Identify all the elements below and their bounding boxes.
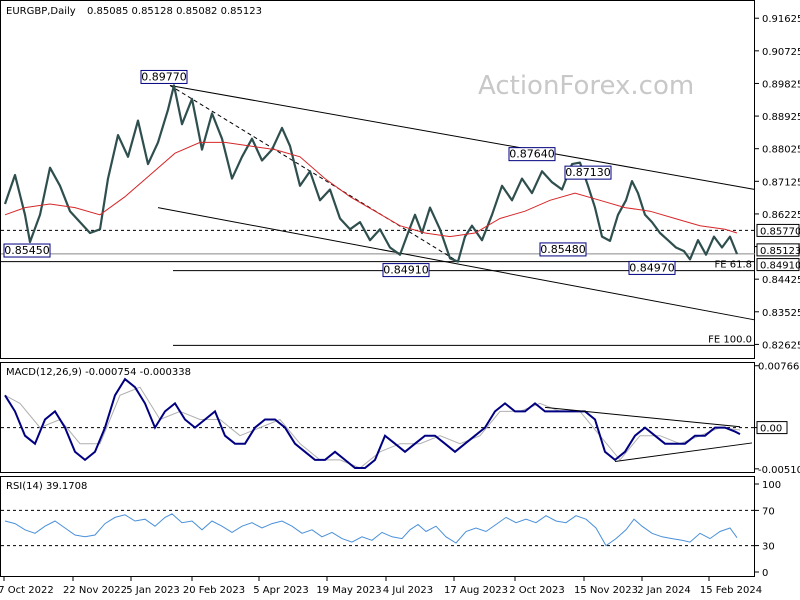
price-annotation-label: 0.89770	[141, 70, 187, 83]
x-tick-label: 5 Apr 2023	[253, 585, 308, 596]
price-annotation-label: 0.85450	[4, 244, 50, 257]
x-tick-label: 19 May 2023	[316, 585, 381, 596]
right-value-label: 0.85123	[760, 246, 800, 257]
rsi-y-tick-label: 70	[762, 506, 775, 517]
macd-panel	[0, 362, 755, 473]
watermark: ActionForex.com	[478, 71, 694, 101]
x-tick-label: 2 Jan 2024	[637, 585, 691, 596]
main-plot: 0.91625 0.90725 0.89825 0.88925 0.88025 0.871…	[1, 14, 800, 351]
x-tick-label: 2 Oct 2023	[509, 585, 564, 596]
price-annotation-label: 0.84970	[629, 261, 675, 274]
price-annotation-label: 0.87130	[565, 166, 611, 179]
y-tick-label: 0.83525	[762, 308, 800, 319]
macd-trendline-upper	[544, 406, 741, 428]
price-annotation-box	[628, 260, 676, 275]
x-tick-label: 17 Aug 2023	[444, 585, 508, 596]
x-axis: 7 Oct 2022 22 Nov 2022 5 Jan 2023 20 Feb 20…	[0, 577, 762, 596]
y-tick-label: 0.82625	[762, 340, 800, 351]
right-value-box	[756, 243, 800, 257]
price-annotation-box	[140, 69, 188, 84]
channel-lower-line	[157, 207, 756, 321]
y-tick-label: 0.87125	[762, 177, 800, 188]
rsi-plot: 100 70 30 0	[1, 480, 781, 579]
macd-y-tick-label: 0.007663	[758, 362, 800, 373]
y-tick-label: 0.90725	[762, 47, 800, 58]
main-panel	[0, 0, 755, 359]
y-tick-label: 0.91625	[762, 14, 800, 25]
x-tick-label: 15 Nov 2023	[574, 585, 638, 596]
right-value-box	[756, 223, 800, 237]
x-tick-label: 22 Nov 2022	[63, 585, 127, 596]
macd-value-label: 0.00	[760, 424, 782, 435]
moving-average-line	[4, 141, 738, 238]
y-tick-label: 0.88925	[762, 112, 800, 123]
price-series-line	[3, 84, 739, 263]
macd-value-box	[756, 421, 788, 435]
x-tick-label: 5 Jan 2023	[126, 585, 180, 596]
right-value-label: 0.84910	[760, 261, 800, 272]
rsi-y-tick-label: 30	[762, 542, 775, 553]
price-annotation-box	[382, 263, 430, 278]
right-value-box	[756, 258, 800, 272]
price-annotation-label: 0.87640	[509, 148, 555, 161]
rsi-y-tick-label: 100	[762, 480, 781, 491]
macd-trendline-lower	[614, 442, 753, 462]
right-value-label: 0.85770	[760, 226, 800, 237]
macd-plot: 0.0076630.00-0.0051070.00	[1, 362, 800, 476]
price-annotation-label: 0.85480	[540, 243, 586, 256]
y-tick-label: 0.86225	[762, 210, 800, 221]
x-tick-label: 7 Oct 2022	[0, 585, 54, 596]
channel-upper-line	[169, 84, 756, 190]
price-annotation-box	[508, 147, 556, 162]
rsi-panel	[0, 476, 755, 577]
x-tick-label: 20 Feb 2023	[183, 585, 245, 596]
fib-label: FE 100.0	[708, 334, 752, 345]
price-annotation-label: 0.84910	[383, 264, 429, 277]
projection-dashed-line	[169, 85, 459, 263]
macd-line	[4, 377, 741, 469]
rsi-title: RSI(14) 39.1708	[6, 481, 87, 492]
x-tick-label: 4 Jul 2023	[383, 585, 433, 596]
rsi-y-tick-label: 0	[762, 568, 768, 579]
main-title: EURGBP,Daily	[6, 6, 76, 17]
fib-label: FE 61.8	[714, 260, 752, 271]
y-tick-label: 0.88025	[762, 145, 800, 156]
x-tick-label: 15 Feb 2024	[700, 585, 762, 596]
y-tick-label: 0.89825	[762, 79, 800, 90]
macd-title: MACD(12,26,9) -0.000754 -0.000338	[6, 367, 191, 378]
price-annotation-box	[564, 165, 612, 180]
price-annotation-box	[3, 243, 51, 258]
y-tick-label: 0.84425	[762, 275, 800, 286]
price-annotation-box	[539, 242, 587, 257]
macd-y-tick-label: -0.005107	[758, 465, 800, 476]
macd-signal-line	[4, 386, 741, 469]
main-ohlc: 0.85085 0.85128 0.85082 0.85123	[87, 6, 262, 17]
rsi-line	[4, 513, 738, 547]
